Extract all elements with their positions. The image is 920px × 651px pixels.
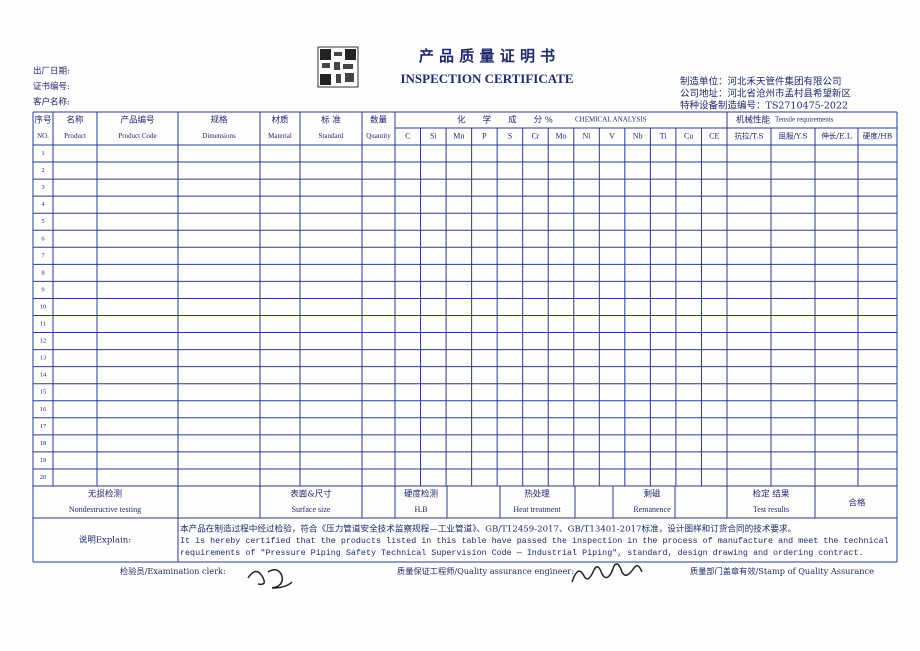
row-number: 13 — [40, 355, 47, 362]
row-number: 11 — [40, 321, 46, 328]
column-header-en: Standard — [319, 132, 344, 140]
explain-line: 本产品在制造过程中经过检验，符合《压力管道安全技术监察规程—工业管道》、GB/T… — [180, 523, 796, 535]
element-header: Mo — [555, 131, 566, 140]
footer-label: 检验员/Examination clerk: — [120, 566, 226, 576]
test-label-cn: 无损检测 — [88, 489, 122, 500]
row-number: 3 — [41, 184, 44, 191]
mechanical-header: 硬度/HB — [863, 131, 893, 141]
title-en: INSPECTION CERTIFICATE — [400, 71, 573, 86]
column-header-en: Product — [64, 132, 86, 140]
column-header-cn: 材质 — [271, 115, 289, 126]
test-label-en: Surface size — [292, 505, 331, 514]
row-number: 9 — [41, 286, 44, 293]
row-number: 5 — [41, 218, 44, 225]
chemical-title-en: CHEMICAL ANALYSIS — [575, 116, 647, 124]
mechanical-title: 机械性能 — [736, 115, 771, 126]
column-header-cn: 数量 — [370, 115, 388, 126]
test-label-en: H.B — [414, 505, 427, 514]
row-number: 4 — [41, 201, 45, 208]
column-header-cn: 规格 — [210, 115, 228, 126]
column-header-cn: 名称 — [66, 115, 84, 126]
element-header: C — [405, 131, 410, 140]
mechanical-header: 伸长/E.L — [821, 131, 851, 141]
row-number: 14 — [40, 372, 47, 379]
row-number: 10 — [40, 303, 47, 310]
test-label-en: Remanence — [633, 505, 671, 514]
row-number: 18 — [40, 440, 47, 447]
mechanical-title-en: Tensile requirements — [775, 116, 834, 124]
signature — [571, 563, 643, 583]
mechanical-header: 屈服/Y.S — [778, 132, 807, 141]
column-header-en: Material — [268, 132, 292, 140]
footer-label: 质量保证工程师/Quality assurance engineer: — [397, 566, 574, 576]
element-header: Cr — [531, 131, 539, 140]
field-label: 客户名称: — [33, 97, 70, 108]
row-number: 20 — [40, 474, 47, 481]
row-number: 8 — [41, 269, 44, 276]
maker-info: 特种设备制造编号：TS2710475-2022 — [680, 100, 848, 112]
test-label-cn: 表面&尺寸 — [290, 489, 332, 500]
element-header: S — [508, 131, 512, 140]
row-number: 19 — [40, 457, 47, 464]
field-label: 证书编号: — [33, 81, 70, 92]
column-header-en: Product Code — [118, 132, 156, 140]
element-header: Si — [430, 131, 437, 140]
column-header-en: Quantity — [366, 132, 391, 140]
column-header-en: NO. — [37, 132, 49, 140]
row-number: 17 — [40, 423, 47, 430]
signature — [247, 569, 293, 589]
footer-label: 质量部门盖章有效/Stamp of Quality Assurance — [690, 566, 874, 576]
column-header-cn: 标 准 — [321, 115, 341, 126]
test-label-en: Test results — [753, 505, 789, 514]
row-number: 1 — [41, 150, 44, 157]
qr-code — [317, 46, 359, 88]
element-header: CE — [709, 131, 719, 140]
row-number: 7 — [41, 252, 45, 259]
test-result: 合格 — [848, 498, 866, 509]
row-number: 12 — [40, 338, 47, 345]
column-header-cn: 序号 — [34, 115, 51, 126]
column-header-en: Dimensions — [202, 132, 236, 140]
test-label-cn: 硬度检测 — [404, 489, 438, 500]
test-label-en: Heat treatment — [513, 505, 561, 514]
title-cn: 产 品 质 量 证 明 书 — [419, 47, 555, 65]
row-number: 15 — [40, 389, 47, 396]
chemical-title: 化 学 成 分 % — [457, 115, 553, 126]
test-label-cn: 剩磁 — [643, 489, 661, 500]
explain-line: requirements of "Pressure Piping Safety … — [180, 548, 864, 558]
explain-line: It is hereby certified that the products… — [180, 536, 889, 546]
element-header: Ni — [583, 131, 592, 140]
mechanical-header: 抗拉/T.S — [735, 131, 764, 141]
element-header: P — [482, 131, 487, 140]
row-number: 16 — [40, 406, 47, 413]
maker-info: 制造单位：河北禾天管件集团有限公司 — [680, 76, 842, 88]
field-label: 出厂日期: — [33, 66, 70, 77]
column-header-cn: 产品编号 — [120, 115, 154, 126]
row-number: 6 — [41, 235, 45, 242]
maker-info: 公司地址：河北省沧州市孟村县希望新区 — [680, 88, 852, 100]
element-header: Ti — [660, 131, 668, 140]
test-label-cn: 检定 结果 — [753, 489, 790, 500]
element-header: Cu — [684, 131, 693, 140]
test-label-en: Nondestructive testing — [69, 505, 141, 514]
row-number: 2 — [41, 167, 44, 174]
element-header: V — [609, 131, 615, 140]
element-header: Mn — [453, 131, 464, 140]
test-label-cn: 热处理 — [524, 489, 550, 500]
explain-label: 说明Explain: — [79, 535, 131, 546]
element-header: Nb — [633, 131, 643, 140]
